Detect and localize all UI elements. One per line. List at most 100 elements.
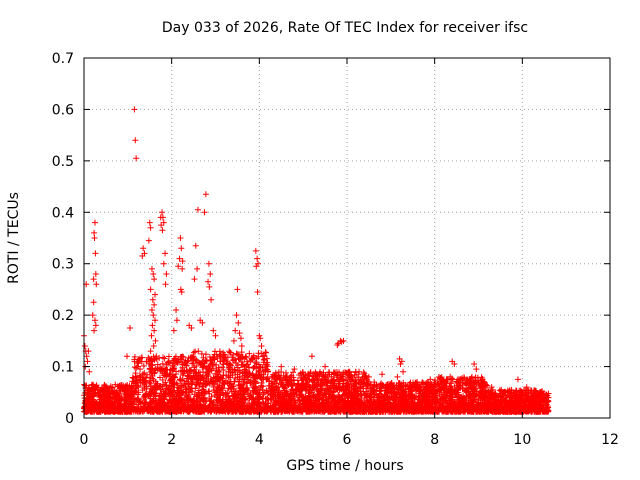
roti-band-point [181,377,188,384]
roti-band-point [112,381,119,388]
roti-band-point [159,376,166,383]
roti-band-point [174,403,181,410]
roti-band-point [168,383,175,390]
roti-band-point [167,375,174,382]
chart-title: Day 033 of 2026, Rate Of TEC Index for r… [162,20,528,36]
roti-band-point [161,401,168,408]
roti-band-point [159,370,166,377]
roti-band-point [124,382,131,389]
roti-band-point [147,382,154,389]
roti-band-point [132,370,139,377]
roti-band-point [166,406,173,413]
roti-band-point [185,380,192,387]
roti-band-point [148,369,155,376]
roti-band-point [133,365,140,372]
roti-band-point [151,390,158,397]
roti-band-point [184,403,191,410]
roti-band-point [92,389,99,396]
roti-band-point [120,402,127,409]
roti-band-point [147,408,154,415]
roti-band-point [137,403,144,410]
roti-band-point [153,382,160,389]
roti-band-point [155,404,162,411]
roti-band-point [165,359,172,366]
roti-band-point [133,407,140,414]
roti-band-point [100,397,107,404]
roti-band-point [145,354,152,361]
roti-band-point [90,385,97,392]
roti-band-point [84,391,91,398]
roti-band-point [179,372,186,379]
roti-band-point [86,384,93,391]
roti-band-point [166,390,173,397]
roti-band-point [146,365,153,372]
roti-band-point [136,355,143,362]
roti-band-point [178,356,185,363]
roti-band-point [174,390,181,397]
roti-band-point [220,361,227,368]
roti-band-point [177,408,184,415]
roti-band-point [136,398,143,405]
roti-band-point [187,402,194,409]
roti-band-point [169,393,176,400]
roti-band-point [156,405,163,412]
roti-band-point [167,371,174,378]
roti-band-point [135,382,142,389]
roti-band-point [175,359,182,366]
data-points [81,106,552,415]
roti-band-point [116,401,123,408]
roti-band-point [216,348,223,355]
roti-band-point [82,382,89,389]
roti-band-point [85,390,92,397]
roti-band-point [135,389,142,396]
roti-band-point [184,358,191,365]
roti-band-point [157,374,164,381]
roti-band-point [105,391,112,398]
roti-band-point [155,398,162,405]
roti-band-point [183,388,190,395]
roti-band-point [90,381,97,388]
roti-band-point [171,355,178,362]
roti-band-point [174,396,181,403]
roti-band-point [146,393,153,400]
roti-band-point [163,385,170,392]
roti-band-point [143,398,150,405]
roti-band-point [179,361,186,368]
roti-band-point [140,362,147,369]
roti-band-point [185,369,192,376]
roti-band-point [91,399,98,406]
roti-band-point [86,406,93,413]
roti-band-point [183,406,190,413]
roti-band-point [171,374,178,381]
roti-band-point [106,397,113,404]
roti-band-point [122,396,129,403]
roti-band-point [179,353,186,360]
roti-band-point [181,380,188,387]
roti-band-point [226,348,233,355]
roti-band-point [175,387,182,394]
roti-band-point [150,407,157,414]
roti-band-point [178,384,185,391]
roti-band-point [116,397,123,404]
roti-band-point [112,395,119,402]
roti-band-point [102,383,109,390]
roti-band-point [130,401,137,408]
roti-band-point [190,360,197,367]
roti-band-point [178,397,185,404]
roti-band-point [158,365,165,372]
roti-band-point [139,371,146,378]
roti-band-point [146,379,153,386]
roti-band-point [91,404,98,411]
roti-band-point [176,376,183,383]
roti-band-point [98,385,105,392]
roti-band-point [148,355,155,362]
roti-band-point [117,387,124,394]
roti-band-point [162,379,169,386]
roti-band-point [174,381,181,388]
roti-band-point [157,408,164,415]
roti-band-point [171,399,178,406]
roti-band-point [163,372,170,379]
roti-band-point [179,389,186,396]
roti-band-point [82,400,89,407]
roti-band-point [131,364,138,371]
